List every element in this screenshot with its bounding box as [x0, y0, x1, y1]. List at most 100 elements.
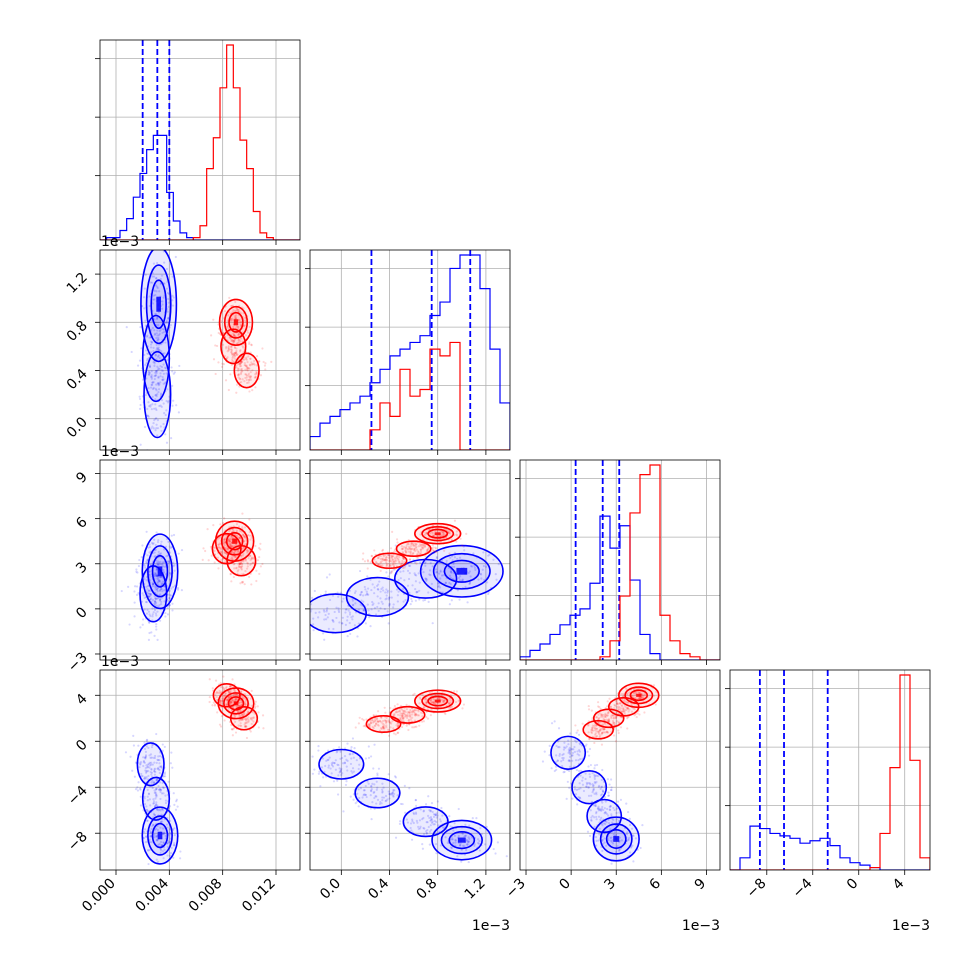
- scatter-point: [458, 579, 462, 582]
- scatter-point: [616, 845, 619, 848]
- scatter-point: [221, 552, 224, 555]
- scatter-point: [415, 819, 418, 823]
- scatter-point: [376, 605, 379, 609]
- scatter-point: [601, 849, 604, 852]
- scatter-point: [144, 777, 148, 780]
- scatter-point: [365, 718, 368, 721]
- scatter-point: [569, 732, 572, 735]
- scatter-point: [212, 523, 215, 527]
- scatter-point: [608, 805, 611, 808]
- scatter-point: [145, 739, 148, 742]
- scatter-point: [411, 710, 414, 713]
- scatter-point: [147, 371, 151, 374]
- scatter-point: [240, 562, 243, 566]
- scatter-point: [598, 833, 601, 836]
- scatter-point: [352, 798, 355, 801]
- panel-1-0: [100, 250, 300, 450]
- density-peak: [157, 831, 163, 840]
- scatter-point: [445, 559, 448, 562]
- scatter-point: [321, 632, 325, 635]
- scatter-point: [569, 749, 572, 752]
- scatter-point: [399, 716, 402, 719]
- scatter-point: [388, 792, 391, 795]
- scatter-point: [327, 749, 330, 752]
- scatter-point: [216, 556, 220, 559]
- scatter-point: [244, 537, 247, 540]
- scatter-point: [484, 565, 488, 569]
- scatter-point: [422, 570, 425, 574]
- scatter-point: [239, 529, 242, 532]
- scatter-point: [357, 622, 360, 625]
- scatter-point: [231, 728, 234, 731]
- scatter-point: [149, 764, 152, 767]
- scatter-point: [239, 323, 242, 326]
- scatter-point: [371, 782, 374, 785]
- scatter-point: [149, 281, 152, 284]
- scatter-point: [421, 715, 424, 718]
- scatter-point: [161, 807, 164, 811]
- scatter-point: [245, 374, 249, 377]
- scatter-point: [160, 840, 163, 844]
- scatter-point: [627, 710, 630, 713]
- scatter-point: [609, 836, 612, 839]
- scatter-point: [244, 558, 248, 561]
- scatter-point: [241, 718, 245, 721]
- histogram-series-0: [310, 254, 510, 450]
- scatter-point: [401, 561, 404, 565]
- scatter-point: [251, 561, 254, 565]
- scatter-point: [229, 685, 232, 688]
- scatter-point: [440, 698, 443, 701]
- scatter-point: [606, 714, 609, 717]
- scatter-point: [573, 788, 577, 791]
- scatter-point: [429, 819, 432, 822]
- scatter-point: [392, 603, 395, 606]
- scatter-point: [157, 758, 160, 762]
- scatter-point: [409, 545, 412, 548]
- scatter-point: [240, 380, 243, 384]
- scatter-point: [429, 698, 433, 702]
- scatter-point: [555, 754, 558, 757]
- scatter-point: [467, 836, 470, 839]
- scatter-point: [595, 774, 598, 777]
- scatter-point: [612, 716, 616, 719]
- y-tick-label: 0.4: [64, 366, 91, 393]
- scatter-point: [417, 551, 420, 554]
- scatter-point: [149, 598, 152, 601]
- scatter-point: [250, 689, 253, 692]
- scatter-point: [153, 805, 157, 808]
- scatter-point: [601, 723, 605, 726]
- scatter-point: [364, 757, 368, 760]
- scatter-point: [622, 699, 625, 702]
- scatter-point: [607, 839, 610, 842]
- scatter-point: [414, 811, 418, 814]
- scatter-point: [153, 603, 157, 606]
- scatter-point: [238, 714, 241, 718]
- scatter-point: [235, 523, 239, 526]
- scatter-point: [228, 696, 231, 699]
- scatter-point: [157, 561, 160, 564]
- scatter-point: [159, 552, 163, 555]
- scatter-point: [149, 343, 153, 346]
- scatter-point: [592, 804, 595, 807]
- scatter-point: [231, 339, 234, 342]
- scatter-point: [634, 837, 638, 840]
- x-tick-label: −3: [503, 876, 529, 902]
- scatter-point: [351, 771, 354, 774]
- scatter-point: [612, 806, 615, 810]
- scatter-point: [159, 809, 162, 812]
- scatter-point: [610, 778, 613, 781]
- scatter-point: [145, 769, 148, 772]
- scatter-point: [159, 587, 163, 590]
- scatter-point: [459, 842, 462, 845]
- scatter-point: [617, 721, 620, 724]
- scatter-point: [392, 555, 395, 558]
- scatter-point: [155, 625, 158, 628]
- scatter-point: [233, 353, 236, 356]
- scatter-point: [414, 573, 417, 576]
- scatter-point: [376, 772, 379, 775]
- scatter-point: [235, 567, 238, 570]
- scatter-point: [340, 767, 343, 770]
- scatter-point: [240, 555, 243, 558]
- scatter-point: [152, 298, 155, 301]
- scatter-point: [150, 541, 154, 544]
